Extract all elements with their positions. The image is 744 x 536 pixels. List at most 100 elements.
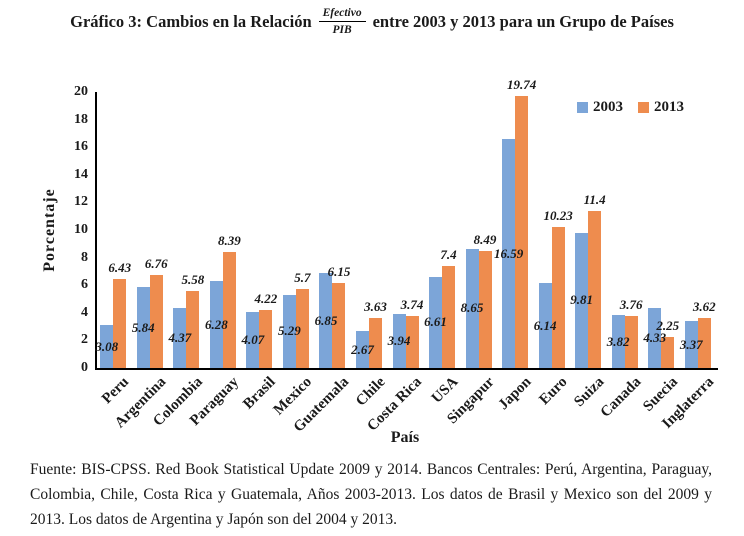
y-tick-label: 20 — [74, 84, 88, 99]
y-tick-label: 16 — [74, 139, 88, 155]
source-note-line-1: Fuente: BIS-CPSS. Red Book Statistical U… — [30, 461, 712, 478]
data-label-2013: 3.74 — [400, 297, 424, 313]
bar-2003 — [429, 276, 443, 368]
data-label-2003: 3.82 — [606, 333, 630, 349]
source-note-line-3: 2013. Los datos de Argentina y Japón son… — [30, 511, 397, 528]
legend-label: 2013 — [654, 99, 684, 115]
data-label-2013: 19.74 — [506, 76, 537, 92]
data-label-2003: 3.37 — [679, 336, 703, 352]
y-tick-label: 18 — [74, 111, 88, 127]
y-tick-label: 4 — [81, 304, 88, 320]
bar-2003 — [100, 325, 114, 368]
data-label-2013: 3.62 — [692, 299, 716, 315]
data-label-2003: 2.67 — [351, 341, 374, 357]
bar-2003 — [246, 311, 260, 368]
data-label-2013: 6.15 — [327, 264, 351, 280]
bar-2003 — [282, 294, 296, 368]
data-label-2003: 5.29 — [278, 323, 301, 339]
legend-swatch-icon — [577, 102, 588, 113]
efectivo-pib-fraction: Efectivo PIB — [318, 6, 366, 38]
bar-2003 — [136, 287, 150, 368]
x-axis-title: País — [390, 429, 420, 446]
legend-item-2013: 2013 — [638, 99, 684, 116]
bar-2003 — [319, 273, 333, 368]
data-label-2003: 6.61 — [424, 314, 447, 330]
bar-2013 — [624, 316, 638, 368]
data-label-2013: 8.49 — [473, 231, 497, 247]
bar-2013 — [186, 290, 200, 368]
x-tick-label: Euro — [536, 374, 571, 409]
chart-legend: 2003 2013 — [577, 99, 684, 116]
legend-label: 2003 — [593, 99, 623, 115]
bar-2013 — [551, 226, 565, 368]
x-tick-label: Canada — [597, 374, 645, 421]
bar-2013 — [661, 336, 675, 368]
data-label-2013: 3.76 — [619, 297, 643, 313]
y-tick-label: 0 — [81, 360, 88, 375]
bar-2003 — [392, 313, 406, 368]
data-label-2013: 5.7 — [294, 270, 311, 286]
data-label-2003: 6.14 — [533, 317, 557, 333]
legend-item-2003: 2003 — [577, 99, 623, 116]
y-tick-label: 6 — [81, 277, 88, 293]
bar-2003 — [465, 248, 479, 368]
data-label-2013: 8.39 — [217, 233, 241, 249]
bar-2013 — [113, 279, 127, 368]
x-tick-label: Japon — [495, 374, 535, 414]
data-label-2003: 6.85 — [314, 312, 338, 328]
bar-2013 — [442, 265, 456, 368]
data-label-2003: 8.65 — [460, 300, 484, 316]
fraction-numerator: Efectivo — [318, 6, 366, 23]
data-label-2013: 7.4 — [440, 246, 457, 262]
bar-2013 — [515, 95, 529, 368]
chart-title-prefix: Gráfico 3: Cambios en la Relación — [70, 11, 312, 31]
data-label-2013: 6.76 — [144, 255, 168, 271]
chart-title-suffix: entre 2003 y 2013 para un Grupo de Paíse… — [372, 11, 674, 31]
bar-2003 — [209, 281, 223, 368]
bar-2013 — [405, 316, 419, 368]
source-note: Fuente: BIS-CPSS. Red Book Statistical U… — [30, 457, 712, 532]
bar-2003 — [502, 139, 516, 368]
data-label-2003: 9.81 — [570, 292, 594, 308]
y-tick-label: 2 — [81, 332, 88, 348]
data-label-2003: 16.59 — [493, 245, 524, 261]
legend-swatch-icon — [638, 102, 649, 113]
data-label-2013: 5.58 — [181, 271, 205, 287]
data-label-2003: 4.07 — [241, 331, 265, 347]
bar-2003 — [648, 308, 662, 368]
data-label-2013: 3.63 — [364, 298, 387, 314]
data-label-2013: 2.25 — [656, 317, 680, 333]
bar-2013 — [588, 210, 602, 368]
data-label-2013: 10.23 — [543, 207, 573, 223]
bar-2013 — [368, 317, 382, 368]
bar-2013 — [478, 250, 492, 368]
data-label-2013: 6.43 — [108, 260, 132, 276]
data-label-2013: 4.22 — [254, 290, 278, 306]
bar-2003 — [538, 283, 552, 368]
data-label-2003: 6.28 — [204, 316, 228, 332]
bar-2003 — [611, 315, 625, 368]
y-tick-label: 8 — [81, 249, 88, 265]
data-label-2003: 4.33 — [643, 330, 667, 346]
bar-2003 — [173, 307, 187, 368]
plot-area — [95, 92, 718, 370]
bar-2013 — [697, 318, 711, 368]
bar-2003 — [684, 321, 698, 368]
bar-2003 — [575, 232, 589, 368]
bar-2013 — [259, 309, 273, 368]
data-label-2013: 11.4 — [583, 191, 606, 207]
bar-2013 — [149, 274, 163, 368]
bar-2013 — [332, 283, 346, 368]
data-label-2003: 3.08 — [95, 338, 119, 354]
chart-title: Gráfico 3: Cambios en la Relación Efecti… — [0, 6, 744, 38]
y-tick-label: 10 — [74, 222, 88, 237]
bar-2003 — [355, 331, 369, 368]
fraction-denominator: PIB — [332, 24, 352, 37]
y-tick-label: 14 — [74, 166, 88, 182]
data-label-2003: 5.84 — [131, 319, 155, 335]
y-tick-label: 12 — [74, 194, 88, 210]
data-label-2003: 3.94 — [387, 332, 411, 348]
source-note-line-2: Colombia, Chile, Costa Rica y Guatemala,… — [30, 486, 712, 503]
